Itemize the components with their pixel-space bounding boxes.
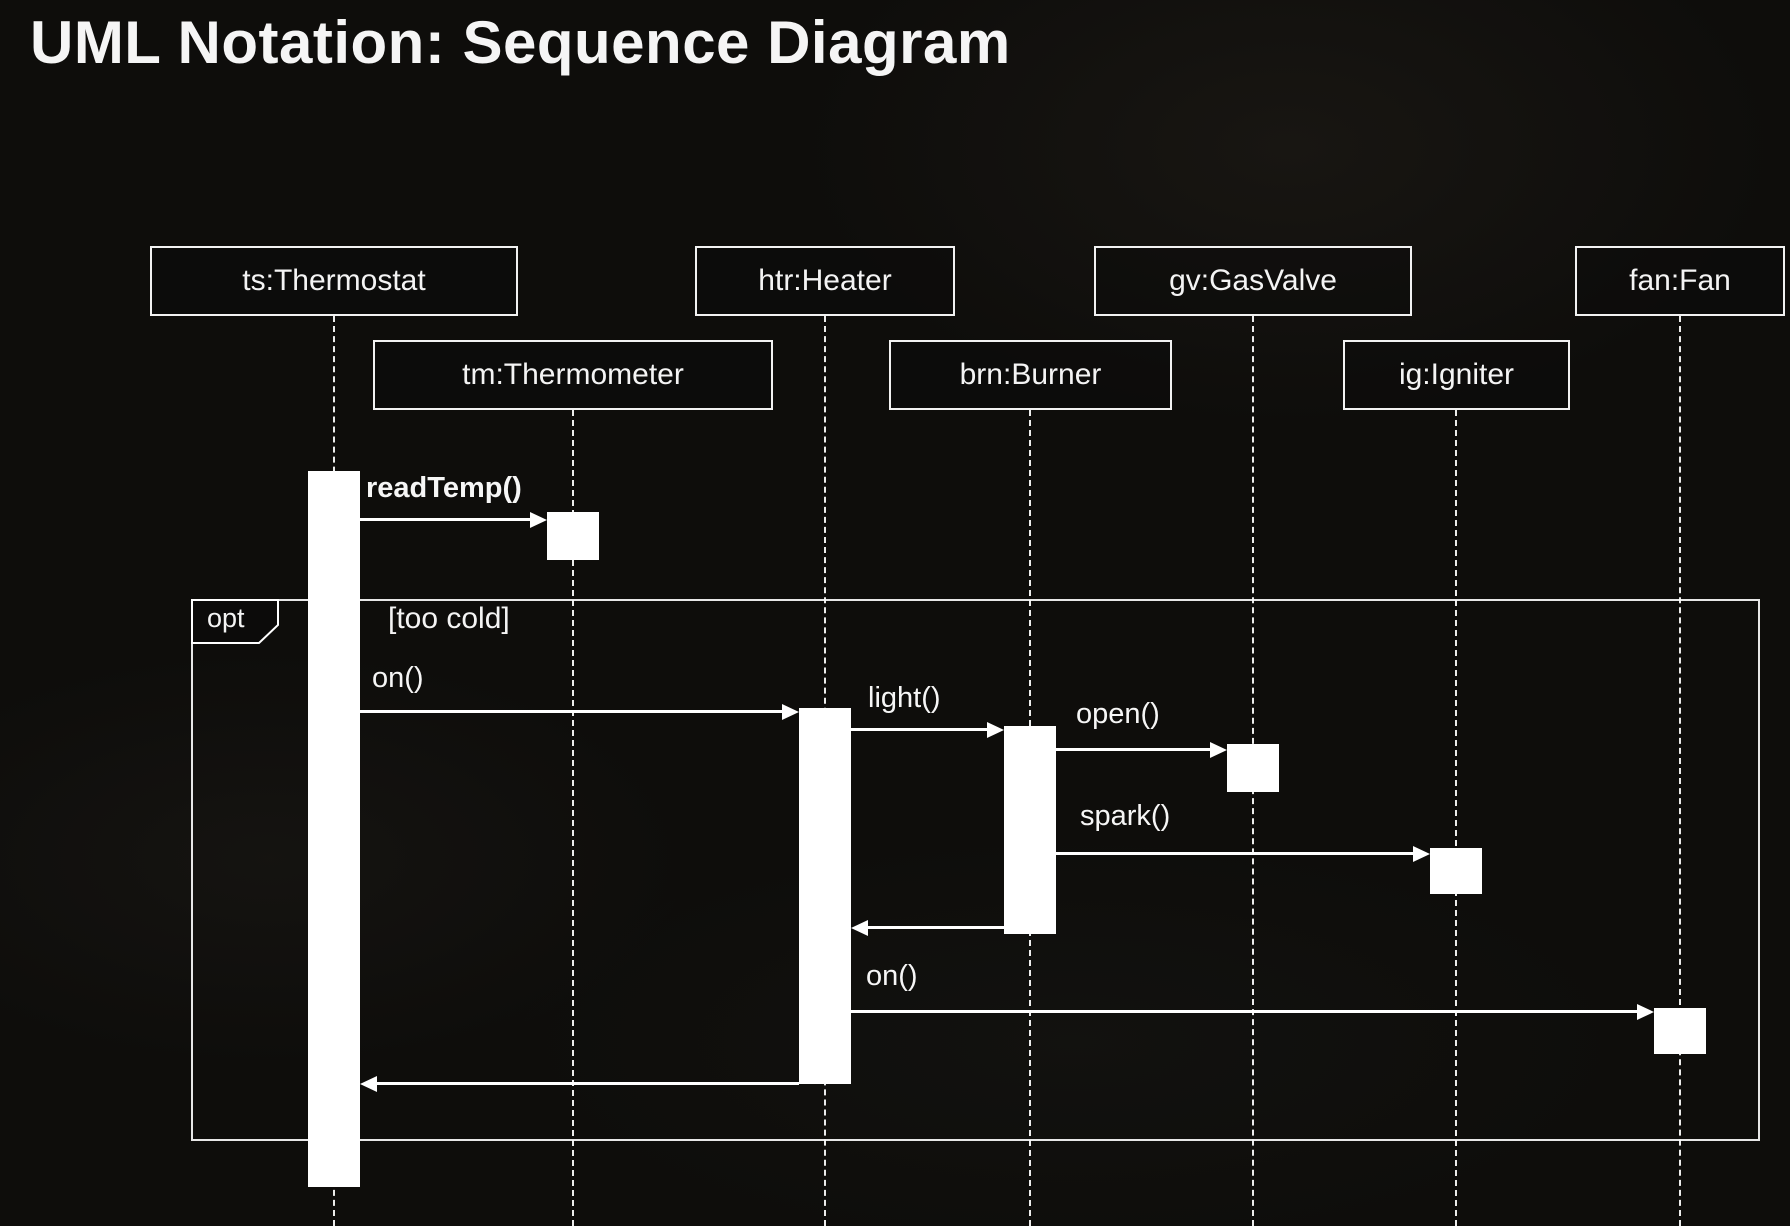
- object-box-gasvalve: gv:GasValve: [1094, 246, 1412, 316]
- arrowhead-return-burner: [851, 920, 868, 936]
- message-line-light: [851, 728, 988, 731]
- message-line-readtemp: [360, 518, 532, 521]
- message-line-return-burner: [867, 926, 1004, 929]
- arrowhead-spark: [1413, 846, 1430, 862]
- arrowhead-on-fan: [1637, 1004, 1654, 1020]
- lifeline-ig: [1455, 410, 1457, 1226]
- object-box-burner: brn:Burner: [889, 340, 1172, 410]
- opt-fragment: opt: [191, 599, 1760, 1141]
- message-line-on-fan: [851, 1010, 1638, 1013]
- object-label-thermometer: tm:Thermometer: [462, 358, 684, 391]
- arrowhead-readtemp: [530, 512, 547, 528]
- message-label-light: light(): [868, 682, 941, 714]
- object-label-fan: fan:Fan: [1629, 264, 1731, 297]
- message-line-return-heater: [376, 1082, 799, 1085]
- activation-gasvalve: [1227, 744, 1279, 792]
- fragment-tab-shape: [191, 599, 279, 644]
- object-label-thermostat: ts:Thermostat: [242, 264, 426, 297]
- fragment-guard: [too cold]: [388, 602, 510, 635]
- lifeline-fan: [1679, 316, 1681, 1226]
- activation-igniter: [1430, 848, 1482, 894]
- message-label-readtemp: readTemp(): [366, 472, 522, 504]
- object-box-igniter: ig:Igniter: [1343, 340, 1570, 410]
- arrowhead-light: [987, 722, 1004, 738]
- message-line-open: [1056, 748, 1211, 751]
- message-label-on-fan: on(): [866, 960, 918, 992]
- message-line-on-heater: [360, 710, 783, 713]
- lifeline-tm: [572, 410, 574, 1226]
- object-box-thermostat: ts:Thermostat: [150, 246, 518, 316]
- activation-thermometer: [547, 512, 599, 560]
- message-line-spark: [1056, 852, 1414, 855]
- object-label-gasvalve: gv:GasValve: [1169, 264, 1337, 297]
- activation-heater: [799, 708, 851, 1084]
- object-label-burner: brn:Burner: [959, 358, 1102, 391]
- fragment-operator-label: opt: [207, 603, 245, 633]
- fragment-operator-tab: opt: [191, 599, 281, 645]
- object-box-thermometer: tm:Thermometer: [373, 340, 773, 410]
- arrowhead-return-heater: [360, 1076, 377, 1092]
- object-label-igniter: ig:Igniter: [1398, 358, 1515, 391]
- object-box-heater: htr:Heater: [695, 246, 955, 316]
- message-label-on-heater: on(): [372, 662, 424, 694]
- message-label-open: open(): [1076, 698, 1160, 730]
- page-title: UML Notation: Sequence Diagram: [30, 9, 1011, 76]
- object-label-heater: htr:Heater: [758, 264, 892, 297]
- message-label-spark: spark(): [1080, 800, 1171, 832]
- arrowhead-open: [1210, 742, 1227, 758]
- activation-burner: [1004, 726, 1056, 934]
- object-box-fan: fan:Fan: [1575, 246, 1785, 316]
- activation-thermostat: [308, 471, 360, 1187]
- arrowhead-on-heater: [782, 704, 799, 720]
- activation-fan: [1654, 1008, 1706, 1054]
